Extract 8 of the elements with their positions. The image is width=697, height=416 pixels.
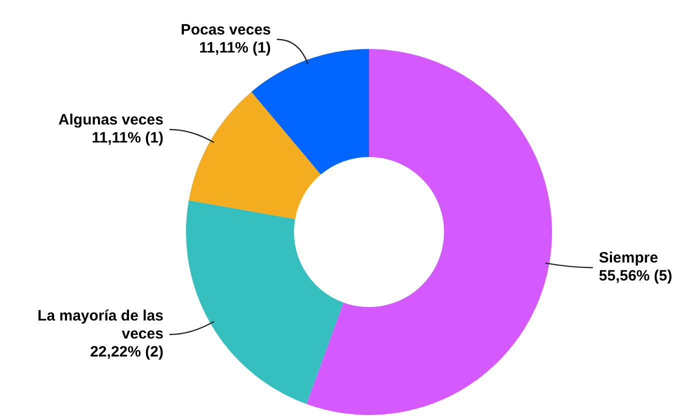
slice-label: Pocas veces (180, 22, 271, 39)
slice-label: La mayoría de las veces (38, 308, 164, 343)
data-label: 11,11% (1) (199, 40, 271, 57)
data-label: 22,22% (2) (90, 344, 164, 361)
slice-label: Siempre (598, 250, 658, 267)
slice-label: Algunas veces (58, 112, 164, 129)
data-label: 55,56% (5) (598, 268, 672, 285)
data-label: 11,11% (1) (92, 130, 164, 147)
